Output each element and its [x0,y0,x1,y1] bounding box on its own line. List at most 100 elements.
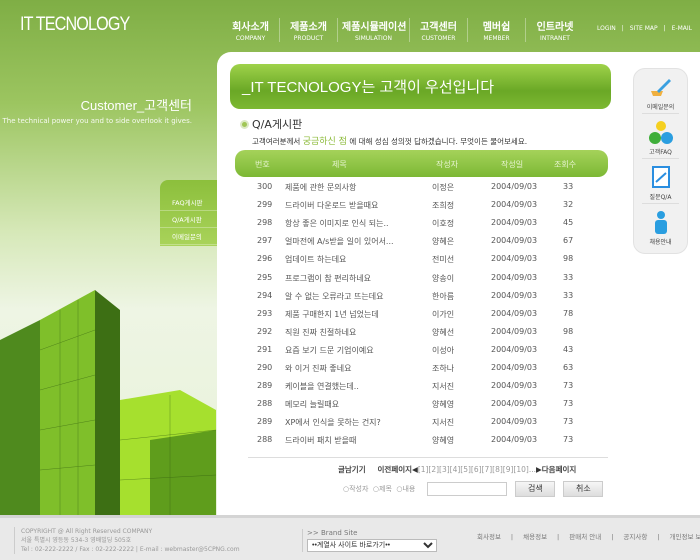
row-title[interactable]: 제품에 관한 문의사항 [285,183,357,192]
write-button[interactable]: 글남기기 [338,465,366,474]
left-arrow-icon: ◀ [412,465,418,474]
nav-intranet[interactable]: 인트라넷 INTRANET [526,18,584,42]
row-number: 291 [257,344,273,354]
row-views: 98 [563,326,574,336]
row-title[interactable]: 요즘 보기 드문 기업이예요 [285,345,374,355]
row-title[interactable]: 제품 구매한지 1년 넘었는데 [285,309,379,319]
cancel-button[interactable]: 취소 [563,481,604,497]
section-heading: Customer_고객센터 The technical power you an… [3,95,192,125]
row-title[interactable]: XP에서 인식을 못하는 건지? [285,418,381,428]
table-row[interactable]: 294 알 수 없는 오류라고 뜨는데요 한아름 2004/09/03 33 [235,289,608,307]
radio-content[interactable]: ○내용 [396,485,416,493]
row-date: 2004/09/03 [491,399,538,409]
prev-page-link[interactable]: 이전페이지 [377,465,413,474]
quick-email[interactable]: 이메일문의 [642,69,679,114]
nav-sublabel: COMPANY [235,35,266,42]
nav-label: 고객센터 [420,22,457,33]
nav-simulation[interactable]: 제품시뮬레이션 SIMULATION [338,18,410,42]
table-row[interactable]: 289 XP에서 인식을 못하는 건지? 지서진 2004/09/03 73 [235,415,608,433]
table-row[interactable]: 298 항상 좋은 이미지로 인식 되는.. 이호정 2004/09/03 45 [235,216,608,234]
row-date: 2004/09/03 [491,236,538,246]
row-author: 이호정 [432,219,455,229]
table-row[interactable]: 288 메모리 늘릴때요 양혜영 2004/09/03 73 [235,397,608,415]
row-title[interactable]: 업데이트 하는데요 [285,255,347,265]
logo[interactable]: IT TECNOLOGY [20,14,130,35]
row-title[interactable]: 알 수 없는 오류라고 뜨는데요 [285,291,384,301]
row-title[interactable]: 와 이거 진짜 좋네요 [285,364,352,373]
quick-faq[interactable]: 고객FAQ [642,114,679,159]
row-views: 33 [563,272,574,282]
section-subtitle: The technical power you and to side over… [2,117,192,125]
submenu-qa[interactable]: Q/A게시판 [160,211,217,228]
footer-link-notice[interactable]: 공지사항 [623,533,648,541]
row-title[interactable]: 프로그램이 참 편리하네요 [285,273,372,283]
search-input[interactable] [427,482,508,496]
row-author: 양혜영 [432,436,455,446]
footer-link-stores[interactable]: 판매처 안내 [569,533,602,541]
row-title[interactable]: 메모리 늘릴때요 [285,400,340,410]
page-numbers[interactable]: [1][2][3][4][5][6][7][8][9][10]... [417,465,536,474]
pencil-icon [650,79,671,96]
footer-link-privacy[interactable]: 개인정보 보호정책 [669,533,700,541]
submenu-faq[interactable]: FAQ게시판 [160,194,217,211]
nav-sublabel: SIMULATION [355,35,392,42]
footer-link-company[interactable]: 회사정보 [477,533,501,541]
nav-customer[interactable]: 고객센터 CUSTOMER [410,18,468,42]
table-row[interactable]: 288 드라이버 패치 받을때 양혜영 2004/09/03 73 [235,433,608,451]
row-views: 73 [563,381,574,391]
row-title[interactable]: 드라이버 다운로드 받을때요 [285,201,379,211]
table-row[interactable]: 297 얼마전에 A/s받을 일이 있어서... 양혜은 2004/09/03 67 [235,234,608,252]
search-button[interactable]: 검색 [515,481,556,497]
table-row[interactable]: 290 와 이거 진짜 좋네요 조하나 2004/09/03 63 [235,361,608,379]
row-views: 33 [563,290,574,300]
row-date: 2004/09/03 [491,363,538,372]
row-views: 33 [563,182,574,191]
nav-member[interactable]: 멤버쉽 MEMBER [468,18,526,42]
brand-label: >> Brand Site [307,529,358,537]
col-author: 작성자 [436,160,459,169]
table-row[interactable]: 289 케이블을 연결했는데.. 지서진 2004/09/03 73 [235,379,608,397]
row-title[interactable]: 드라이버 패치 받을때 [285,436,357,446]
utility-links: LOGIN | SITE MAP | E-MAIL [594,25,695,32]
nav-sublabel: MEMBER [483,35,510,42]
divider [248,457,608,458]
table-row[interactable]: 291 요즘 보기 드문 기업이예요 이성아 2004/09/03 43 [235,343,608,361]
row-title[interactable]: 얼마전에 A/s받을 일이 있어서... [285,237,394,247]
row-date: 2004/09/03 [491,417,538,427]
email-link[interactable]: E-MAIL [671,25,693,32]
submenu-email[interactable]: 이메일문의 [160,228,217,245]
radio-title[interactable]: ○제목 [372,485,392,493]
nav-company[interactable]: 회사소개 COMPANY [222,18,280,42]
row-title[interactable]: 케이블을 연결했는데.. [285,382,359,392]
next-page-link[interactable]: 다음페이지 [541,465,577,474]
footer-link-recruit[interactable]: 채용정보 [523,533,548,541]
quick-recruit[interactable]: 채용안내 [642,204,679,249]
row-title[interactable]: 항상 좋은 이미지로 인식 되는.. [285,219,389,229]
row-date: 2004/09/03 [491,435,538,445]
row-author: 지서진 [432,382,455,392]
table-row[interactable]: 295 프로그램이 참 편리하네요 양송이 2004/09/03 33 [235,271,608,289]
nav-label: 인트라넷 [536,22,574,33]
nav-label: 회사소개 [232,22,269,33]
login-link[interactable]: LOGIN [597,25,616,32]
brand-site-select[interactable]: ••계열사 사이트 바로가기•• [307,539,437,552]
table-row[interactable]: 300 제품에 관한 문의사항 이정은 2004/09/03 33 [235,180,608,198]
col-number: 번호 [255,160,270,169]
row-date: 2004/09/03 [491,200,538,210]
table-row[interactable]: 292 직원 진짜 친절하네요 양혜선 2004/09/03 98 [235,325,608,343]
quick-qa[interactable]: 질문Q/A [642,159,679,204]
table-row[interactable]: 299 드라이버 다운로드 받을때요 조희정 2004/09/03 32 [235,198,608,216]
pagination: 글남기기 이전페이지◀[1][2][3][4][5][6][7][8][9][1… [338,464,576,475]
row-title[interactable]: 직원 진짜 친절하네요 [285,327,357,337]
col-date: 작성일 [501,160,524,169]
table-row[interactable]: 296 업데이트 하는데요 전미선 2004/09/03 98 [235,252,608,270]
row-views: 63 [563,363,574,372]
content-panel [217,52,700,515]
radio-author[interactable]: ○작성자 [343,485,369,493]
row-number: 298 [257,218,273,228]
table-row[interactable]: 293 제품 구매한지 1년 넘었는데 이가인 2004/09/03 78 [235,307,608,325]
sitemap-link[interactable]: SITE MAP [629,25,658,32]
row-number: 296 [257,254,273,264]
nav-product[interactable]: 제품소개 PRODUCT [280,18,338,42]
row-author: 이성아 [432,345,455,355]
